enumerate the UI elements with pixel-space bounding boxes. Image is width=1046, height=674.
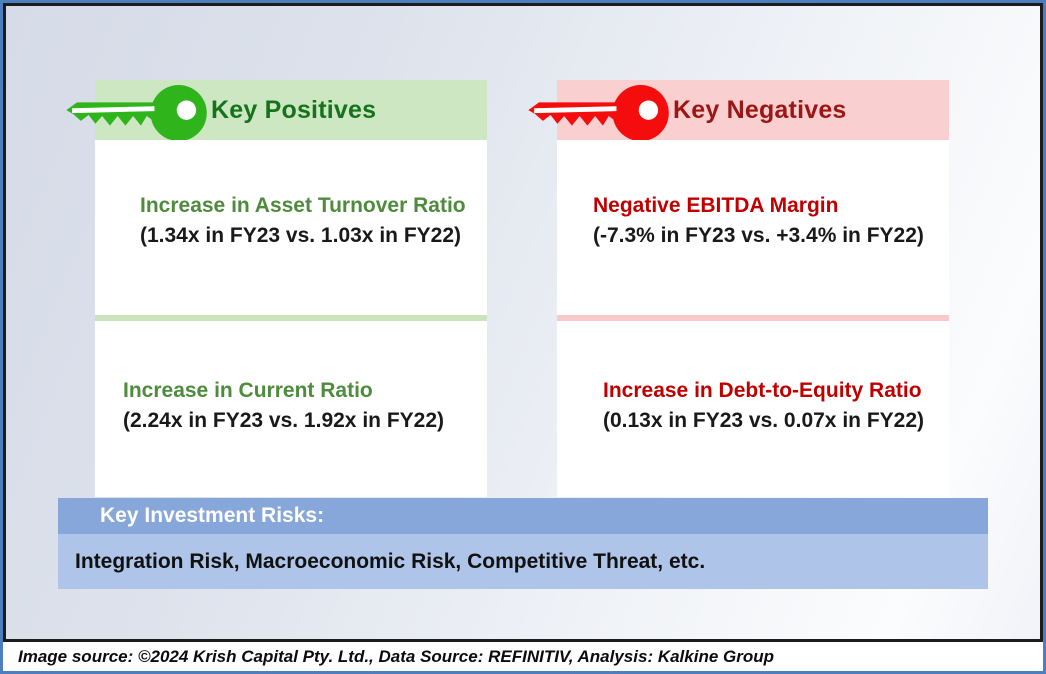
positive-item-detail: (2.24x in FY23 vs. 1.92x in FY22) <box>123 409 444 433</box>
investment-risks-text: Integration Risk, Macroeconomic Risk, Co… <box>75 549 706 573</box>
key-positives-title: Key Positives <box>211 95 377 124</box>
investment-risks-body-band: Integration Risk, Macroeconomic Risk, Co… <box>58 534 988 589</box>
positive-item-detail: (1.34x in FY23 vs. 1.03x in FY22) <box>140 224 461 248</box>
negative-item: Increase in Debt-to-Equity Ratio (0.13x … <box>557 321 949 496</box>
negative-item-detail: (-7.3% in FY23 vs. +3.4% in FY22) <box>593 224 924 248</box>
negative-item-title: Negative EBITDA Margin <box>593 194 839 217</box>
green-divider <box>95 315 487 321</box>
infographic-panel: Key Positives Key Negatives Increase in … <box>3 3 1043 642</box>
image-source-text: Image source: ©2024 Krish Capital Pty. L… <box>18 646 775 666</box>
negative-item-detail: (0.13x in FY23 vs. 0.07x in FY22) <box>603 409 924 433</box>
pink-divider <box>557 315 949 321</box>
key-positives-header-band: Key Positives <box>66 80 487 142</box>
key-icon <box>66 84 207 142</box>
key-icon <box>528 84 669 142</box>
positive-item: Increase in Asset Turnover Ratio (1.34x … <box>95 140 487 315</box>
image-source-footer: Image source: ©2024 Krish Capital Pty. L… <box>3 642 1043 671</box>
key-positives-card: Increase in Asset Turnover Ratio (1.34x … <box>95 140 487 497</box>
investment-risks-title: Key Investment Risks: <box>100 504 325 527</box>
key-negatives-card: Negative EBITDA Margin (-7.3% in FY23 vs… <box>557 140 949 497</box>
negative-item-title: Increase in Debt-to-Equity Ratio <box>603 379 922 402</box>
investment-risks-header-bar: Key Investment Risks: <box>58 498 988 534</box>
positive-item-title: Increase in Asset Turnover Ratio <box>140 194 466 217</box>
key-negatives-title: Key Negatives <box>673 95 847 124</box>
key-negatives-header-band: Key Negatives <box>528 80 949 142</box>
negative-item: Negative EBITDA Margin (-7.3% in FY23 vs… <box>557 140 949 315</box>
positive-item-title: Increase in Current Ratio <box>123 379 373 402</box>
positive-item: Increase in Current Ratio (2.24x in FY23… <box>95 321 487 496</box>
